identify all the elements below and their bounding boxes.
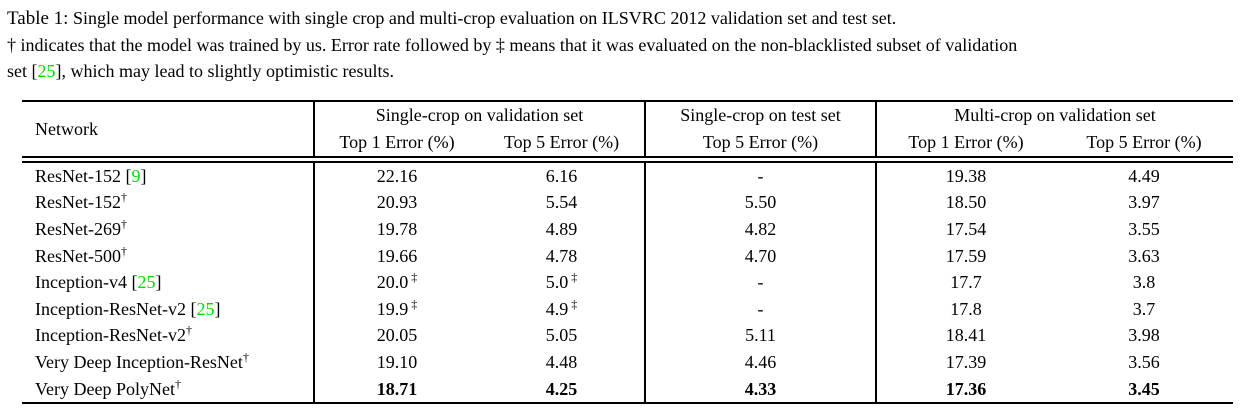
value-cell: 17.39 xyxy=(945,351,987,372)
dagger-marker: † xyxy=(120,190,127,205)
column-header-network: Network xyxy=(22,101,315,163)
subheader-top5-error-multicrop: Top 5 Error (%) xyxy=(1055,129,1233,163)
value-cell: 4.25 xyxy=(479,375,646,405)
results-table: Network Single-crop on validation set Si… xyxy=(22,100,1233,405)
network-cell: ResNet-269† xyxy=(22,216,315,243)
table-row: Very Deep Inception-ResNet† 19.10 4.48 4.46… xyxy=(22,349,1233,376)
table-caption: Table 1: Single model performance with s… xyxy=(7,5,1241,84)
value-cell: 3.7 xyxy=(1132,298,1156,319)
value-cell: 20.0 ‡ xyxy=(376,270,418,293)
value-cell: 5.50 xyxy=(645,189,877,217)
caption-text: † indicates that the model was trained b… xyxy=(7,35,1018,55)
table-row: Very Deep PolyNet† 18.71 4.25 4.33 17.36 3.45 xyxy=(22,375,1233,405)
table-row: Inception-v4 [25] 20.0 ‡ 5.0 ‡ - 17.7 3.8 xyxy=(22,269,1233,296)
value-cell: 4.46 xyxy=(645,349,877,376)
value-cell: 19.66 xyxy=(376,245,418,266)
ddagger-marker: ‡ xyxy=(411,296,418,311)
subheader-top1-error-multicrop: Top 1 Error (%) xyxy=(876,129,1055,163)
value-cell: 17.59 xyxy=(945,245,987,266)
value-cell: 19.38 xyxy=(945,165,987,186)
subheader-top5-error-test: Top 5 Error (%) xyxy=(645,129,877,163)
value-cell: 4.70 xyxy=(645,242,877,270)
network-cell: Very Deep Inception-ResNet† xyxy=(22,349,315,376)
dagger-marker: † xyxy=(185,323,192,338)
caption-text: set [ xyxy=(7,61,38,81)
citation-link[interactable]: 9 xyxy=(131,165,141,186)
value-cell: 4.82 xyxy=(645,216,877,243)
citation-link[interactable]: 25 xyxy=(196,298,215,319)
value-cell: 5.05 xyxy=(479,322,646,350)
value-cell: 3.97 xyxy=(1128,192,1160,213)
value-cell: 5.0 ‡ xyxy=(479,269,646,296)
subheader-top5-error-validation: Top 5 Error (%) xyxy=(479,129,646,163)
dagger-marker: † xyxy=(120,243,127,258)
value-cell: 18.71 xyxy=(314,375,479,405)
value-cell: 18.41 xyxy=(945,325,987,346)
ddagger-marker: ‡ xyxy=(411,270,418,285)
ddagger-marker: ‡ xyxy=(571,296,578,311)
ddagger-marker: ‡ xyxy=(571,270,578,285)
value-cell: 20.05 xyxy=(376,325,418,346)
network-cell: Inception-v4 [25] xyxy=(22,269,315,296)
value-cell: 17.54 xyxy=(945,218,987,239)
value-cell: 17.7 xyxy=(950,272,982,293)
dagger-marker: † xyxy=(120,216,127,231)
value-cell: 3.8 xyxy=(1132,272,1156,293)
network-cell: Very Deep PolyNet† xyxy=(22,375,315,405)
value-cell: 3.98 xyxy=(1128,325,1160,346)
table-row: ResNet-152 [9] 22.16 6.16- 19.38 4.49 xyxy=(22,159,1233,190)
dagger-marker: † xyxy=(174,376,181,391)
value-cell: 4.33 xyxy=(645,375,877,405)
value-cell: 17.36 xyxy=(876,375,1055,405)
network-cell: ResNet-500† xyxy=(22,242,315,270)
caption-line: † indicates that the model was trained b… xyxy=(7,32,1241,58)
value-cell: 19.9 ‡ xyxy=(376,296,418,319)
table-row: ResNet-152† 20.93 5.54 5.50 18.50 3.97 xyxy=(22,189,1233,217)
value-cell: 3.63 xyxy=(1128,245,1160,266)
value-cell: 20.93 xyxy=(376,192,418,213)
caption-line: Table 1: Single model performance with s… xyxy=(7,5,1241,32)
value-cell: 5.54 xyxy=(479,189,646,217)
value-cell: 5.11 xyxy=(645,322,877,350)
table-row: Inception-ResNet-v2† 20.05 5.05 5.11 18.41 3.… xyxy=(22,322,1233,350)
caption-text: ], which may lead to slightly optimistic… xyxy=(55,61,394,81)
value-cell: 3.56 xyxy=(1128,351,1160,372)
table-row: Inception-ResNet-v2 [25] 19.9 ‡ 4.9 ‡ - 17.8 3.… xyxy=(22,295,1233,323)
value-cell: 22.16 xyxy=(376,165,418,186)
group-header-single-crop-test: Single-crop on test set xyxy=(645,101,877,129)
value-cell: - xyxy=(645,269,877,296)
value-cell: 4.49 xyxy=(1128,165,1160,186)
network-cell: Inception-ResNet-v2† xyxy=(22,322,315,350)
value-cell: 4.9 ‡ xyxy=(479,295,646,323)
value-cell: 3.55 xyxy=(1128,218,1160,239)
subheader-top1-error-validation: Top 1 Error (%) xyxy=(314,129,479,163)
value-cell: 17.8 xyxy=(950,298,982,319)
table-row: ResNet-269† 19.78 4.89 4.82 17.54 3.55 xyxy=(22,216,1233,243)
value-cell: 19.78 xyxy=(376,218,418,239)
table-row: ResNet-500† 19.66 4.78 4.70 17.59 3.63 xyxy=(22,242,1233,270)
citation-link[interactable]: 25 xyxy=(137,272,156,293)
network-cell: ResNet-152† xyxy=(22,189,315,217)
value-cell: 4.89 xyxy=(479,216,646,243)
caption-text: Single model performance with single cro… xyxy=(68,8,897,28)
caption-line: set [25], which may lead to slightly opt… xyxy=(7,58,1241,84)
citation-link[interactable]: 25 xyxy=(37,61,56,81)
group-header-multi-crop-validation: Multi-crop on validation set xyxy=(954,105,1156,125)
value-cell: 4.78 xyxy=(479,242,646,270)
value-cell: - xyxy=(645,295,877,323)
caption-label: Table 1: xyxy=(7,8,69,29)
network-cell: Inception-ResNet-v2 [25] xyxy=(22,295,315,323)
dagger-marker: † xyxy=(242,349,249,364)
value-cell: 3.45 xyxy=(1055,375,1233,405)
value-cell: 4.48 xyxy=(479,349,646,376)
network-cell: ResNet-152 [9] xyxy=(22,159,315,190)
value-cell: 19.10 xyxy=(376,351,418,372)
value-cell: - xyxy=(645,159,877,190)
value-cell: 6.16 xyxy=(479,159,646,190)
group-header-single-crop-validation: Single-crop on validation set xyxy=(314,101,646,129)
value-cell: 18.50 xyxy=(945,192,987,213)
